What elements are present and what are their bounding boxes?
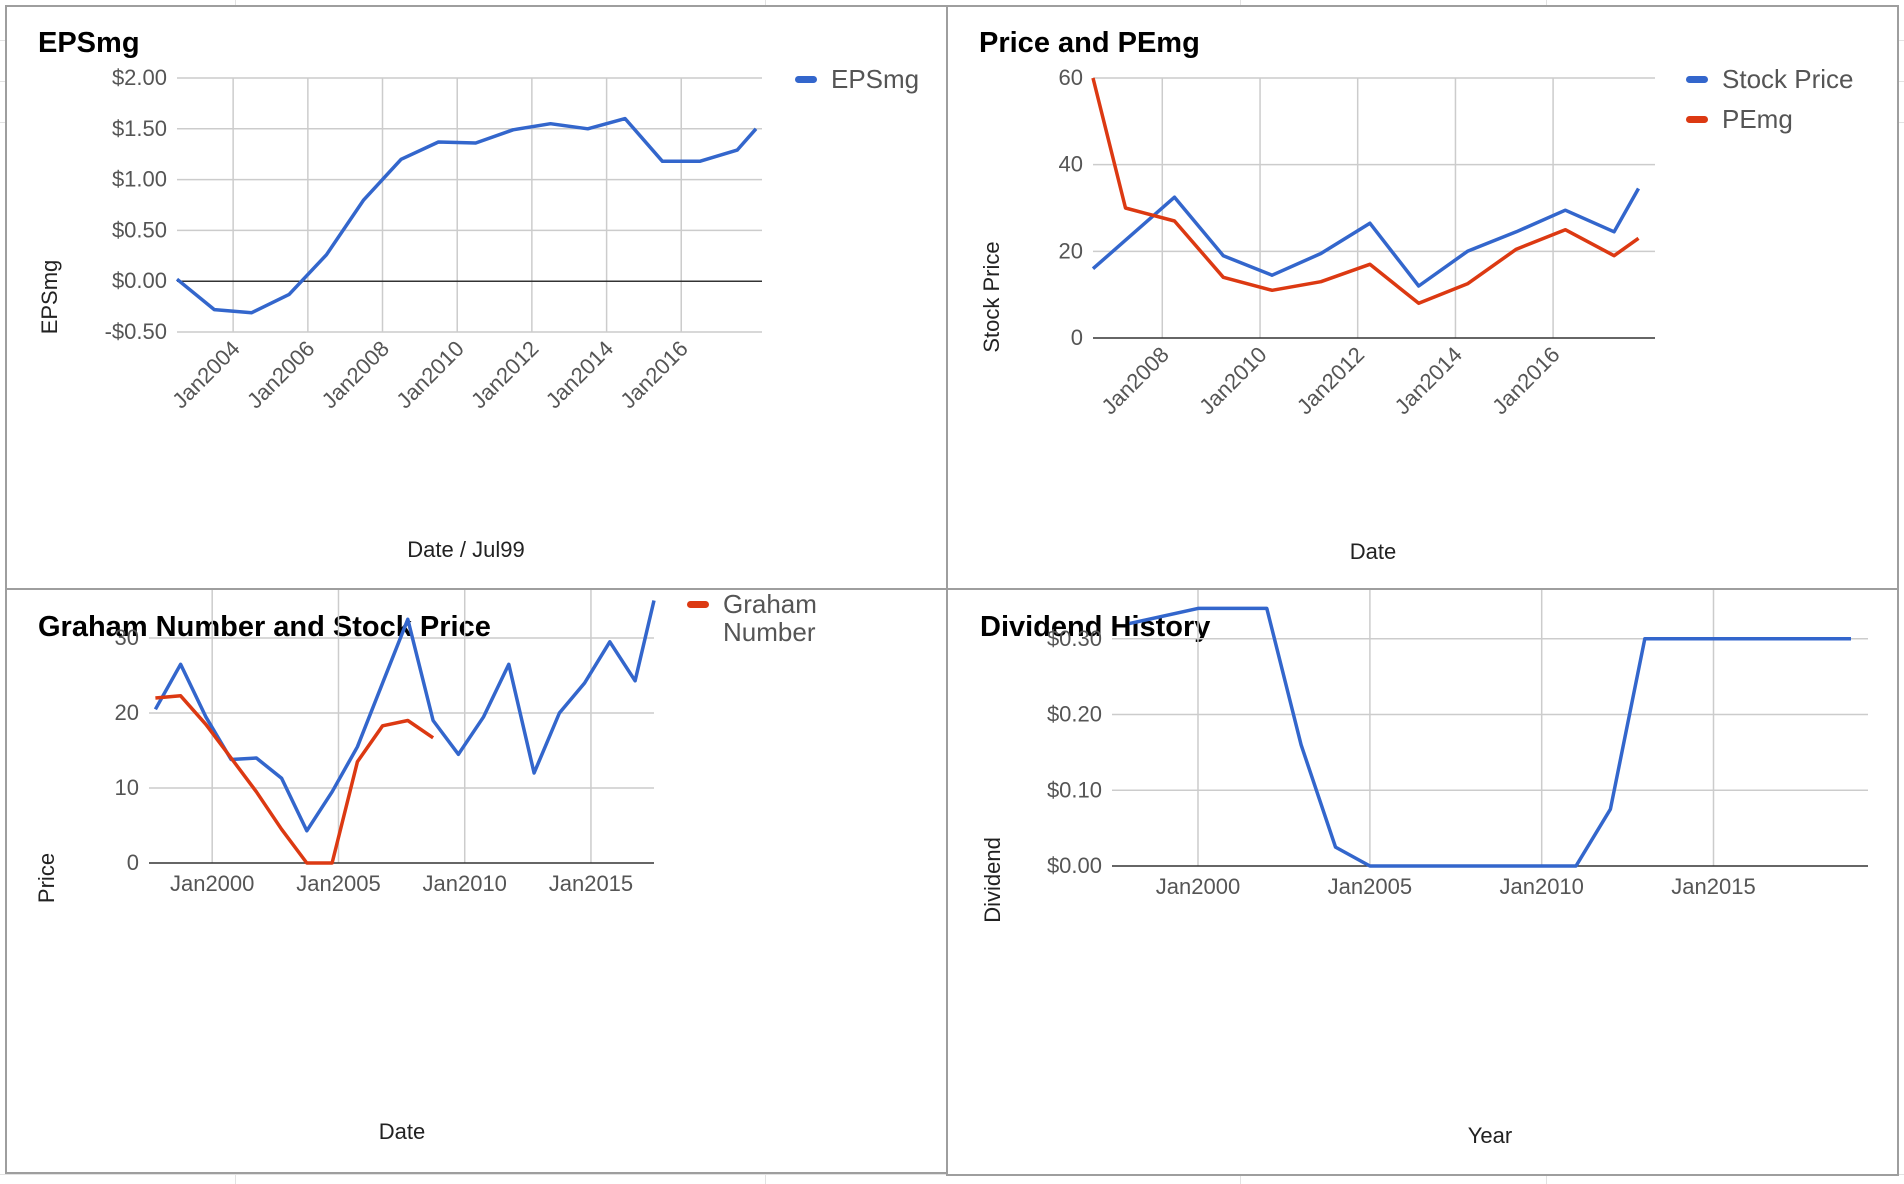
x-tick-label: Jan2012	[1292, 342, 1369, 419]
legend-label: Stock Price	[1722, 64, 1854, 94]
y-tick-label: $0.10	[1047, 777, 1102, 802]
chart-title: Price and PEmg	[979, 27, 1200, 59]
y-tick-label: $0.00	[112, 268, 167, 293]
y-tick-label: -$0.50	[105, 319, 167, 344]
y-tick-label: $0.30	[1047, 626, 1102, 651]
chart-dividend-history-svg: Dividend History $0.40$0.30$0.20$0.10$0.…	[980, 590, 1868, 1148]
x-axis-title: Date / Jul99	[407, 537, 524, 562]
x-axis-title: Year	[1468, 1123, 1512, 1148]
series-line-primary	[175, 116, 758, 315]
y-tick-label: 20	[1059, 238, 1083, 263]
x-tick-label: Jan2015	[1671, 874, 1755, 899]
series-line-primary	[1128, 606, 1851, 868]
chart-graham-number-and-stock-price[interactable]: Graham Number and Stock Price 403020100J…	[5, 588, 948, 1174]
x-tick-label: Jan2010	[1499, 874, 1583, 899]
x-tick-label: Jan2008	[317, 336, 394, 413]
chart-title: Dividend History	[980, 611, 1210, 643]
legend-label: PEmg	[1722, 104, 1793, 134]
x-tick-label: Jan2004	[167, 336, 244, 413]
x-tick-label: Jan2005	[1328, 874, 1412, 899]
legend-label: Graham	[723, 590, 817, 619]
x-tick-label: Jan2014	[1390, 342, 1467, 419]
x-tick-label: Jan2012	[466, 336, 543, 413]
y-tick-label: 0	[1071, 325, 1083, 350]
chart-epsmg-svg: EPSmg $2.00$1.50$1.00$0.50$0.00-$0.50Jan…	[37, 27, 919, 562]
legend-swatch	[795, 76, 817, 83]
x-tick-label: Jan2006	[242, 336, 319, 413]
x-tick-label: Jan2010	[423, 871, 507, 896]
y-tick-label: $1.00	[112, 167, 167, 192]
legend-label: EPSmg	[831, 64, 919, 94]
legend-swatch	[1686, 76, 1708, 83]
y-tick-label: $0.20	[1047, 702, 1102, 727]
x-tick-label: Jan2005	[296, 871, 380, 896]
y-axis-title: Stock Price	[979, 241, 1004, 352]
chart-price-and-pemg-svg: Price and PEmg 60 40 20 0 Jan2008 Jan2010 Jan2…	[979, 27, 1854, 564]
series-line-secondary	[155, 694, 435, 865]
y-axis-title: Dividend	[980, 837, 1005, 923]
y-tick-label: 20	[115, 700, 139, 725]
legend-swatch	[1686, 116, 1708, 123]
x-tick-label: Jan2000	[1156, 874, 1240, 899]
y-tick-label: 40	[1059, 152, 1083, 177]
y-tick-label: $1.50	[112, 116, 167, 141]
x-tick-label: Jan2000	[170, 871, 254, 896]
y-axis-title: EPSmg	[37, 260, 62, 335]
y-tick-label: $0.00	[1047, 853, 1102, 878]
chart-title: EPSmg	[38, 27, 140, 59]
y-tick-label: $2.00	[112, 65, 167, 90]
series-line-secondary	[1091, 77, 1640, 306]
y-tick-label: 60	[1059, 65, 1083, 90]
x-tick-label: Jan2008	[1096, 342, 1173, 419]
series-line-primary	[1091, 187, 1641, 288]
x-axis-title: Date	[379, 1119, 425, 1144]
series-line-primary	[153, 600, 656, 833]
chart-dividend-history[interactable]: Dividend History $0.40$0.30$0.20$0.10$0.…	[946, 588, 1899, 1176]
chart-graham-number-svg: Graham Number and Stock Price 403020100J…	[34, 590, 817, 1144]
x-tick-label: Jan2016	[1487, 342, 1564, 419]
x-tick-label: Jan2014	[541, 336, 618, 413]
y-tick-label: 10	[115, 775, 139, 800]
x-axis-title: Date	[1350, 539, 1396, 564]
y-axis-title: Price	[34, 853, 59, 903]
chart-price-and-pemg[interactable]: Price and PEmg 60 40 20 0 Jan2008 Jan2010 Jan2…	[946, 5, 1899, 590]
legend-label: Number	[723, 617, 816, 647]
legend-swatch	[687, 601, 709, 608]
y-tick-label: $0.50	[112, 217, 167, 242]
y-tick-label: 0	[127, 850, 139, 875]
chart-epsmg[interactable]: EPSmg $2.00 $1.50 $1.00 $0.50 $0.00 -$0.50 Jan…	[5, 5, 948, 590]
x-tick-label: Jan2010	[391, 336, 468, 413]
x-tick-label: Jan2015	[549, 871, 633, 896]
x-tick-label: Jan2010	[1194, 342, 1271, 419]
y-tick-label: 30	[115, 625, 139, 650]
x-tick-label: Jan2016	[615, 336, 692, 413]
